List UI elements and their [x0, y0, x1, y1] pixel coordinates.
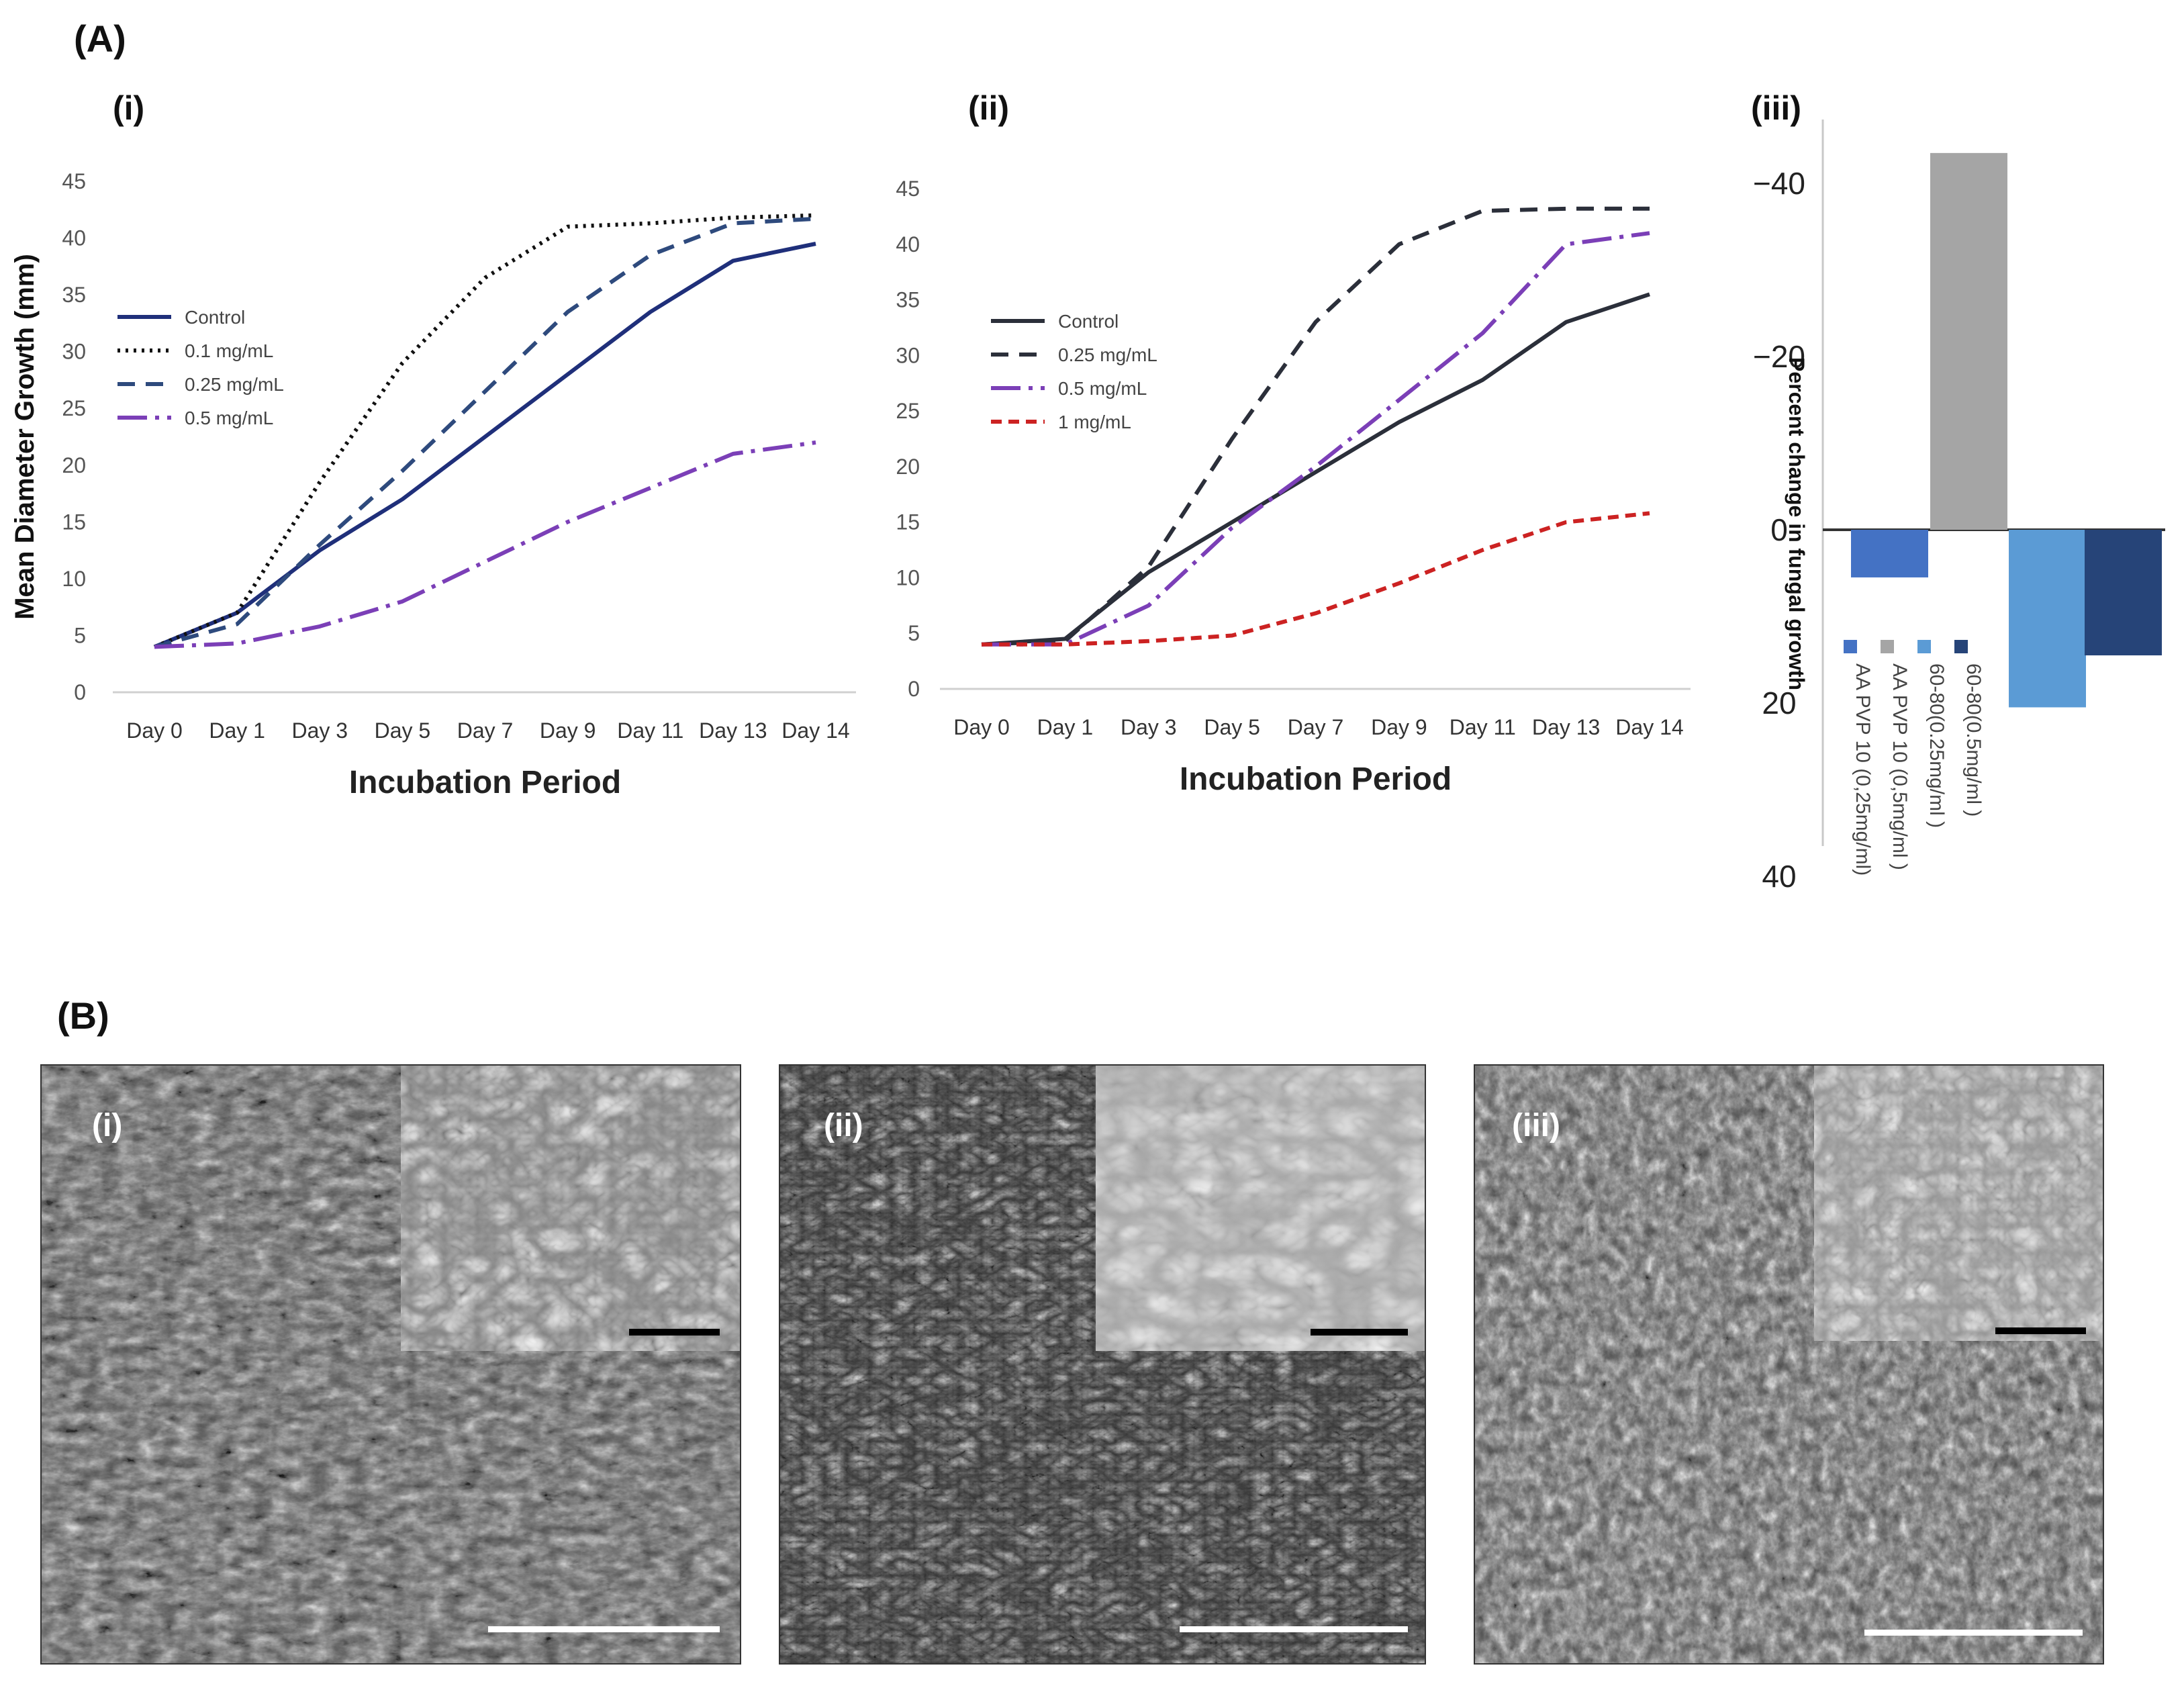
legend-label: 0.1 mg/mL [185, 340, 273, 361]
figure-label-b: (B) [57, 994, 109, 1037]
series-line-1-mg-ml [982, 511, 1650, 647]
x-axis-title: Incubation Period [1180, 761, 1452, 797]
y-axis-title: Percent change in fungal growth [1785, 357, 1809, 690]
x-tick-label: Day 11 [1450, 715, 1516, 739]
x-axis-title: Incubation Period [349, 765, 621, 800]
panel-label: (iii) [1751, 89, 1801, 127]
y-tick-label: 20 [896, 455, 920, 479]
legend-swatch [1917, 640, 1931, 653]
y-tick-label: 35 [62, 283, 86, 307]
legend-label: Control [1058, 311, 1119, 332]
scale-bar-inset [629, 1329, 720, 1336]
legend-label: 60-80(0.25mg/ml ) [1926, 663, 1948, 828]
x-tick-label: Day 3 [291, 718, 348, 743]
figure-label-a: (A) [74, 17, 126, 60]
sem-label: (iii) [1512, 1108, 1560, 1143]
legend-label: Control [185, 307, 245, 328]
legend-label: 0.5 mg/mL [1058, 378, 1147, 399]
y-tick-label: 40 [896, 232, 920, 256]
y-tick-label: 45 [896, 177, 920, 201]
bar [2085, 530, 2162, 656]
scale-bar [488, 1626, 720, 1632]
series-line-0-5-mg-ml [982, 231, 1650, 647]
series-line-0-5-mg-ml [154, 440, 816, 649]
sem-image-iii: (iii) [1474, 1064, 2104, 1665]
bar [1851, 530, 1928, 577]
x-tick-label: Day 14 [781, 718, 849, 743]
x-tick-label: Day 0 [126, 718, 183, 743]
legend-label: 0.5 mg/mL [185, 408, 273, 428]
panel-label: (ii) [968, 89, 1009, 127]
series-line-0-1-mg-ml [153, 213, 816, 649]
legend-label: AA PVP 10 (0,5mg/ml ) [1889, 663, 1911, 870]
y-tick-label: −20 [1753, 339, 1805, 374]
y-axis-title: Mean Diameter Growth (mm) [10, 254, 40, 620]
y-tick-label: 30 [62, 340, 86, 364]
x-tick-label: Day 0 [953, 715, 1010, 739]
x-tick-label: Day 9 [540, 718, 596, 743]
y-tick-label: 25 [896, 399, 920, 423]
x-tick-label: Day 1 [209, 718, 265, 743]
series-line-control [153, 242, 816, 649]
legend-label: AA PVP 10 (0,25mg/ml) [1852, 663, 1874, 876]
legend-label: 1 mg/mL [1058, 412, 1131, 432]
sem-image-ii: (ii) [779, 1064, 1426, 1665]
legend-swatch [1954, 640, 1968, 653]
legend-label: 0.25 mg/mL [185, 374, 284, 395]
y-tick-label: 0 [74, 680, 86, 704]
y-tick-label: 15 [62, 510, 86, 534]
sem-label: (i) [92, 1108, 122, 1143]
y-tick-label: 10 [62, 567, 86, 591]
scale-bar-inset [1311, 1329, 1408, 1336]
x-tick-label: Day 7 [457, 718, 514, 743]
y-tick-label: 30 [896, 343, 920, 367]
legend-label: 0.25 mg/mL [1058, 344, 1157, 365]
y-tick-label: 5 [74, 623, 86, 647]
x-tick-label: Day 3 [1121, 715, 1177, 739]
series-line-0-25-mg-ml [154, 216, 816, 649]
y-tick-label: 40 [62, 226, 86, 250]
x-tick-label: Day 7 [1288, 715, 1344, 739]
x-tick-label: Day 5 [375, 718, 431, 743]
y-tick-label: 5 [908, 621, 920, 645]
x-tick-label: Day 13 [1532, 715, 1600, 739]
bar [2009, 530, 2086, 708]
scale-bar-inset [1995, 1327, 2086, 1334]
y-tick-label: −40 [1753, 166, 1805, 201]
x-tick-label: Day 13 [699, 718, 767, 743]
bar [1930, 152, 2007, 530]
x-tick-label: Day 14 [1615, 715, 1683, 739]
y-tick-label: 20 [62, 453, 86, 477]
y-tick-label: 45 [62, 169, 86, 193]
legend-swatch [1844, 640, 1857, 653]
sem-label: (ii) [824, 1108, 863, 1143]
y-tick-label: 40 [1762, 859, 1796, 894]
y-tick-label: 25 [62, 396, 86, 420]
x-tick-label: Day 9 [1371, 715, 1427, 739]
y-tick-label: 20 [1762, 686, 1796, 720]
panel-label: (i) [113, 89, 144, 127]
y-tick-label: 35 [896, 288, 920, 312]
y-tick-label: 0 [908, 677, 920, 701]
sem-image-i: (i) [40, 1064, 741, 1665]
bar-chart-iii: (iii) −40 −20 0 20 40 Percent change in fungal… [1751, 89, 2165, 894]
x-tick-label: Day 1 [1037, 715, 1094, 739]
y-tick-label: 15 [896, 510, 920, 534]
y-tick-label: 10 [896, 565, 920, 590]
line-chart-ii: (ii) 0 5 10 15 20 25 30 35 40 45 Day 0 Day 1 Day 3 Day… [896, 89, 1691, 797]
y-tick-label: 0 [1770, 512, 1788, 547]
x-tick-label: Day 11 [617, 718, 683, 743]
scale-bar [1864, 1630, 2083, 1636]
series-line-0-25-mg-ml [981, 206, 1650, 647]
x-tick-label: Day 5 [1204, 715, 1260, 739]
legend-swatch [1881, 640, 1894, 653]
legend-label: 60-80(0.5mg/ml ) [1962, 663, 1985, 816]
scale-bar [1180, 1626, 1408, 1632]
line-chart-i: (i) 0 5 10 15 20 25 30 35 40 45 Day 0 Day 1 Day 3 Day … [10, 89, 856, 800]
